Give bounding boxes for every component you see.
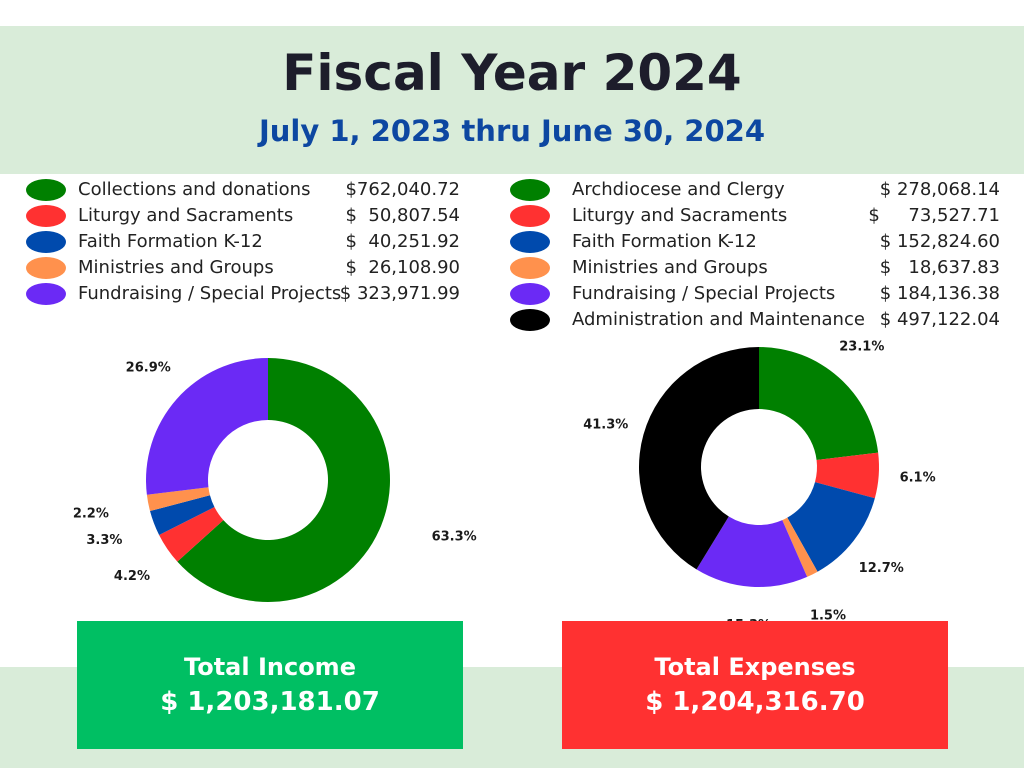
income-percent-label: 26.9% bbox=[126, 360, 171, 375]
total-expenses-value: $ 1,204,316.70 bbox=[645, 687, 865, 717]
expense-slice bbox=[759, 347, 879, 461]
expense-legend-item: Fundraising / Special Projects $ 184,136.… bbox=[510, 281, 1000, 307]
expense-legend-swatch bbox=[510, 231, 550, 253]
expense-percent-label: 6.1% bbox=[900, 471, 936, 486]
expense-legend-swatch bbox=[510, 309, 550, 331]
income-slice bbox=[146, 487, 210, 512]
expense-slice bbox=[782, 517, 818, 577]
page-subtitle: July 1, 2023 thru June 30, 2024 bbox=[258, 114, 766, 148]
expense-legend-item: Administration and Maintenance $ 497,122.… bbox=[510, 307, 1000, 333]
income-legend-label: Fundraising / Special Projects bbox=[78, 283, 342, 304]
income-slice bbox=[146, 357, 268, 495]
income-legend: Collections and donations $762,040.72 Litu… bbox=[26, 177, 460, 317]
income-donut: 63.3% 4.2% 3.3% 2.2% 26.9% bbox=[73, 357, 477, 602]
income-slice bbox=[150, 495, 215, 535]
expense-legend-value: $ 278,068.14 bbox=[879, 179, 1000, 200]
income-legend-value: $ 323,971.99 bbox=[339, 283, 460, 304]
expense-legend-label: Faith Formation K-12 bbox=[572, 231, 757, 252]
expense-legend-label: Liturgy and Sacraments bbox=[572, 205, 788, 226]
total-income-label: Total Income bbox=[184, 653, 356, 681]
income-legend-item: Collections and donations $762,040.72 bbox=[26, 177, 460, 203]
page-title: Fiscal Year 2024 bbox=[282, 44, 742, 102]
income-legend-swatch bbox=[26, 283, 66, 305]
income-legend-swatch bbox=[26, 179, 66, 201]
income-legend-label: Ministries and Groups bbox=[78, 257, 274, 278]
expense-legend-swatch bbox=[510, 257, 550, 279]
expense-donut: 23.1%6.1%12.7%1.5%15.3%41.3% bbox=[583, 340, 935, 634]
expense-legend-value: $ 184,136.38 bbox=[879, 283, 1000, 304]
expense-legend-label: Archdiocese and Clergy bbox=[572, 179, 785, 200]
income-percent-label: 4.2% bbox=[114, 569, 150, 584]
income-percent-label: 63.3% bbox=[432, 530, 477, 545]
expense-legend-swatch bbox=[510, 179, 550, 201]
expense-legend-label: Ministries and Groups bbox=[572, 257, 768, 278]
income-slice bbox=[177, 358, 390, 602]
income-legend-item: Faith Formation K-12 $ 40,251.92 bbox=[26, 229, 460, 255]
header-band bbox=[0, 26, 1024, 174]
income-legend-label: Faith Formation K-12 bbox=[78, 231, 263, 252]
income-slice bbox=[159, 507, 224, 562]
expense-slice bbox=[787, 482, 875, 572]
total-income-box: Total Income $ 1,203,181.07 bbox=[77, 621, 463, 749]
expense-legend-label: Fundraising / Special Projects bbox=[572, 283, 836, 304]
income-legend-item: Ministries and Groups $ 26,108.90 bbox=[26, 255, 460, 281]
income-percent-label: 2.2% bbox=[73, 507, 109, 522]
total-income-value: $ 1,203,181.07 bbox=[160, 687, 380, 717]
expense-legend-item: Liturgy and Sacraments $ 73,527.71 bbox=[510, 203, 1000, 229]
expense-legend-value: $ 18,637.83 bbox=[879, 257, 1000, 278]
expense-legend-item: Ministries and Groups $ 18,637.83 bbox=[510, 255, 1000, 281]
expense-legend-value: $ 73,527.71 bbox=[868, 205, 1000, 226]
income-legend-value: $ 40,251.92 bbox=[345, 231, 460, 252]
expense-percent-label: 12.7% bbox=[859, 561, 904, 576]
expense-slice bbox=[639, 347, 759, 570]
expense-legend-value: $ 497,122.04 bbox=[879, 309, 1000, 330]
expense-legend: Archdiocese and Clergy $ 278,068.14 Litur… bbox=[510, 177, 1000, 347]
expense-legend-item: Faith Formation K-12 $ 152,824.60 bbox=[510, 229, 1000, 255]
income-percent-label: 3.3% bbox=[86, 533, 122, 548]
income-legend-value: $762,040.72 bbox=[345, 179, 460, 200]
income-legend-value: $ 26,108.90 bbox=[345, 257, 460, 278]
income-legend-swatch bbox=[26, 231, 66, 253]
total-expenses-label: Total Expenses bbox=[654, 653, 856, 681]
income-legend-swatch bbox=[26, 205, 66, 227]
income-legend-item: Fundraising / Special Projects $ 323,971.… bbox=[26, 281, 460, 307]
expense-legend-label: Administration and Maintenance bbox=[572, 309, 865, 330]
expense-slice bbox=[696, 516, 808, 587]
total-expenses-box: Total Expenses $ 1,204,316.70 bbox=[562, 621, 948, 749]
expense-percent-label: 41.3% bbox=[583, 418, 628, 433]
expense-legend-swatch bbox=[510, 205, 550, 227]
income-legend-label: Liturgy and Sacraments bbox=[78, 205, 294, 226]
expense-legend-value: $ 152,824.60 bbox=[879, 231, 1000, 252]
income-legend-value: $ 50,807.54 bbox=[345, 205, 460, 226]
income-legend-label: Collections and donations bbox=[78, 179, 311, 200]
expense-slice bbox=[814, 452, 879, 499]
expense-legend-item: Archdiocese and Clergy $ 278,068.14 bbox=[510, 177, 1000, 203]
expense-legend-swatch bbox=[510, 283, 550, 305]
income-legend-swatch bbox=[26, 257, 66, 279]
income-legend-item: Liturgy and Sacraments $ 50,807.54 bbox=[26, 203, 460, 229]
